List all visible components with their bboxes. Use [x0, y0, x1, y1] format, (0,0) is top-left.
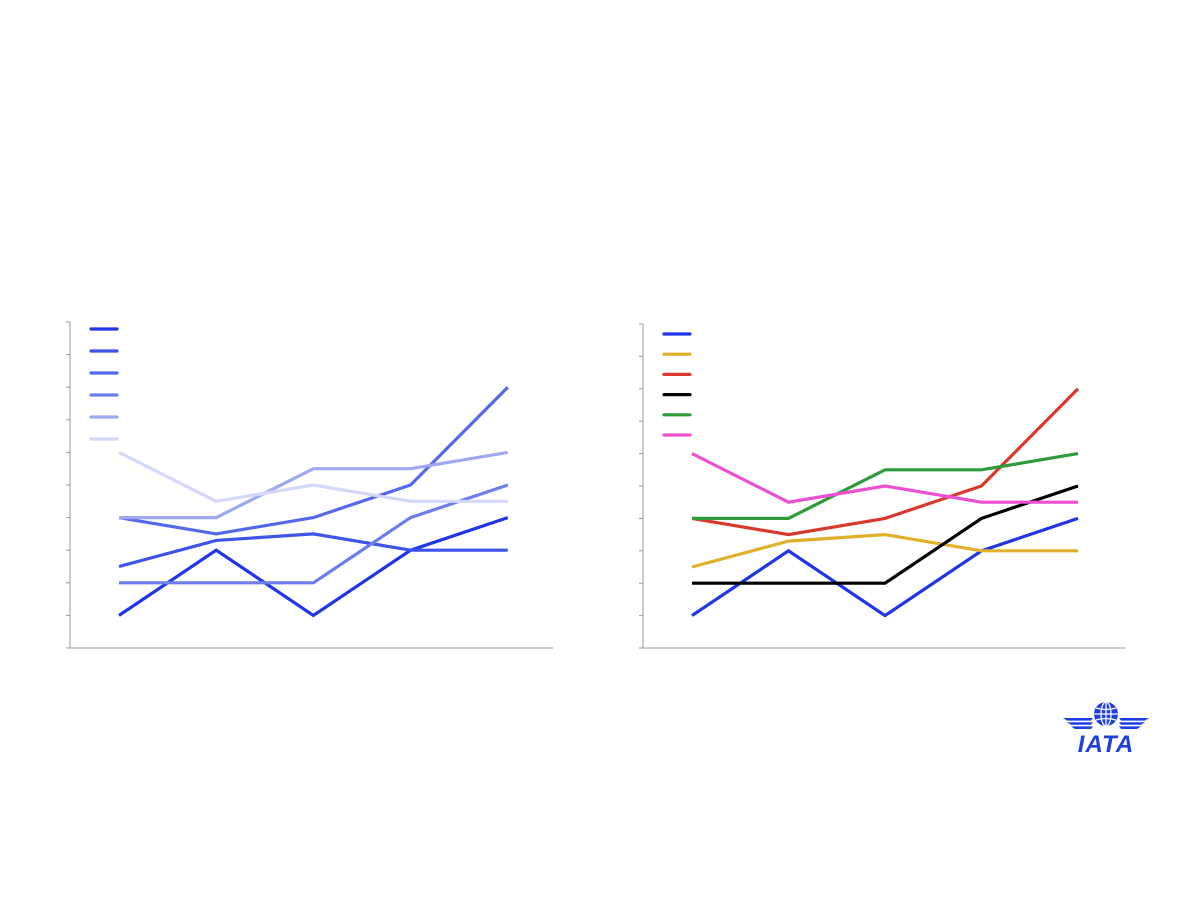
- series-line-6: [691, 452, 1078, 504]
- left-wing-stripe: [1071, 726, 1093, 729]
- series-line-3: [118, 386, 509, 536]
- right-line-chart: [639, 323, 1126, 649]
- globe-parallel: [1095, 717, 1117, 721]
- series-line-6: [118, 450, 508, 503]
- left-line-chart: [66, 321, 553, 649]
- globe-parallel: [1095, 707, 1117, 711]
- globe-wings-icon: [1063, 701, 1149, 729]
- series-line-1: [118, 516, 509, 618]
- series-line-1: [691, 516, 1079, 618]
- right-wing-stripe: [1119, 722, 1145, 725]
- right-wing-stripe: [1119, 726, 1141, 729]
- logo-text: IATA: [1077, 731, 1135, 758]
- left-wing-stripe: [1063, 718, 1093, 721]
- iata-logo: IATA: [1058, 698, 1154, 762]
- right-wing-stripe: [1119, 718, 1149, 721]
- left-wing-stripe: [1067, 722, 1093, 725]
